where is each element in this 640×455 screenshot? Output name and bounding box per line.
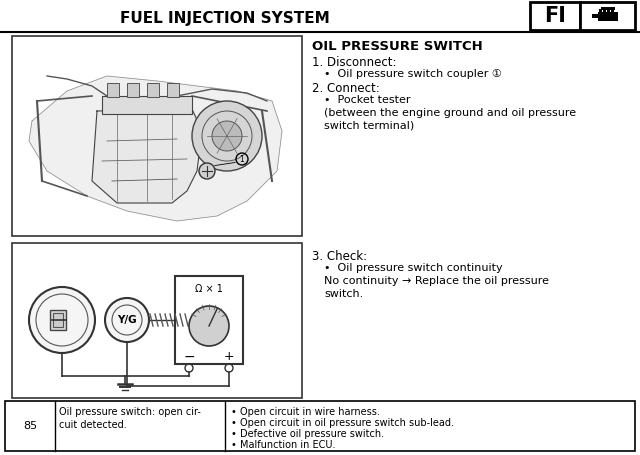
Text: Oil pressure switch: open cir-
cuit detected.: Oil pressure switch: open cir- cuit dete… bbox=[59, 407, 201, 430]
Bar bbox=[147, 83, 159, 97]
Circle shape bbox=[105, 298, 149, 342]
Text: +: + bbox=[224, 350, 234, 364]
Circle shape bbox=[212, 121, 242, 151]
Bar bbox=[580, 2, 635, 30]
Bar bbox=[591, 14, 598, 18]
Bar bbox=[611, 9, 614, 13]
Bar bbox=[50, 310, 66, 330]
Bar bbox=[600, 7, 614, 10]
Text: • Open circuit in wire harness.: • Open circuit in wire harness. bbox=[231, 407, 380, 417]
Bar bbox=[598, 12, 618, 21]
Bar bbox=[102, 96, 192, 114]
Polygon shape bbox=[29, 76, 282, 221]
Bar bbox=[530, 2, 580, 30]
Circle shape bbox=[189, 306, 229, 346]
Text: switch terminal): switch terminal) bbox=[324, 121, 414, 131]
Bar bbox=[175, 276, 243, 364]
Bar bbox=[107, 83, 119, 97]
Text: (between the engine ground and oil pressure: (between the engine ground and oil press… bbox=[324, 108, 576, 118]
Text: 85: 85 bbox=[23, 421, 37, 431]
Text: •  Oil pressure switch continuity: • Oil pressure switch continuity bbox=[324, 263, 502, 273]
Text: 2. Connect:: 2. Connect: bbox=[312, 82, 380, 95]
Bar bbox=[167, 83, 179, 97]
Text: No continuity → Replace the oil pressure: No continuity → Replace the oil pressure bbox=[324, 276, 549, 286]
Text: −: − bbox=[183, 350, 195, 364]
Text: • Malfunction in ECU.: • Malfunction in ECU. bbox=[231, 440, 335, 450]
Polygon shape bbox=[92, 109, 202, 203]
Text: OIL PRESSURE SWITCH: OIL PRESSURE SWITCH bbox=[312, 40, 483, 53]
Bar bbox=[12, 243, 302, 398]
Text: • Open circuit in oil pressure switch sub-lead.: • Open circuit in oil pressure switch su… bbox=[231, 418, 454, 428]
Text: 1. Disconnect:: 1. Disconnect: bbox=[312, 56, 397, 69]
Bar bbox=[604, 9, 606, 13]
Text: • Defective oil pressure switch.: • Defective oil pressure switch. bbox=[231, 429, 384, 439]
Text: FUEL INJECTION SYSTEM: FUEL INJECTION SYSTEM bbox=[120, 10, 330, 25]
Bar bbox=[607, 9, 610, 13]
Bar bbox=[127, 83, 139, 97]
Text: Y/G: Y/G bbox=[117, 315, 137, 325]
Text: •  Oil pressure switch coupler ①: • Oil pressure switch coupler ① bbox=[324, 69, 502, 79]
Text: switch.: switch. bbox=[324, 289, 364, 299]
Bar bbox=[12, 36, 302, 236]
Circle shape bbox=[199, 163, 215, 179]
Text: 3. Check:: 3. Check: bbox=[312, 250, 367, 263]
Text: 1: 1 bbox=[239, 155, 244, 163]
Circle shape bbox=[29, 287, 95, 353]
Bar bbox=[599, 9, 602, 13]
Text: •  Pocket tester: • Pocket tester bbox=[324, 95, 410, 105]
Circle shape bbox=[192, 101, 262, 171]
Bar bbox=[5, 401, 635, 451]
Bar bbox=[53, 313, 63, 327]
Text: Ω × 1: Ω × 1 bbox=[195, 284, 223, 294]
Text: FI: FI bbox=[544, 6, 566, 26]
